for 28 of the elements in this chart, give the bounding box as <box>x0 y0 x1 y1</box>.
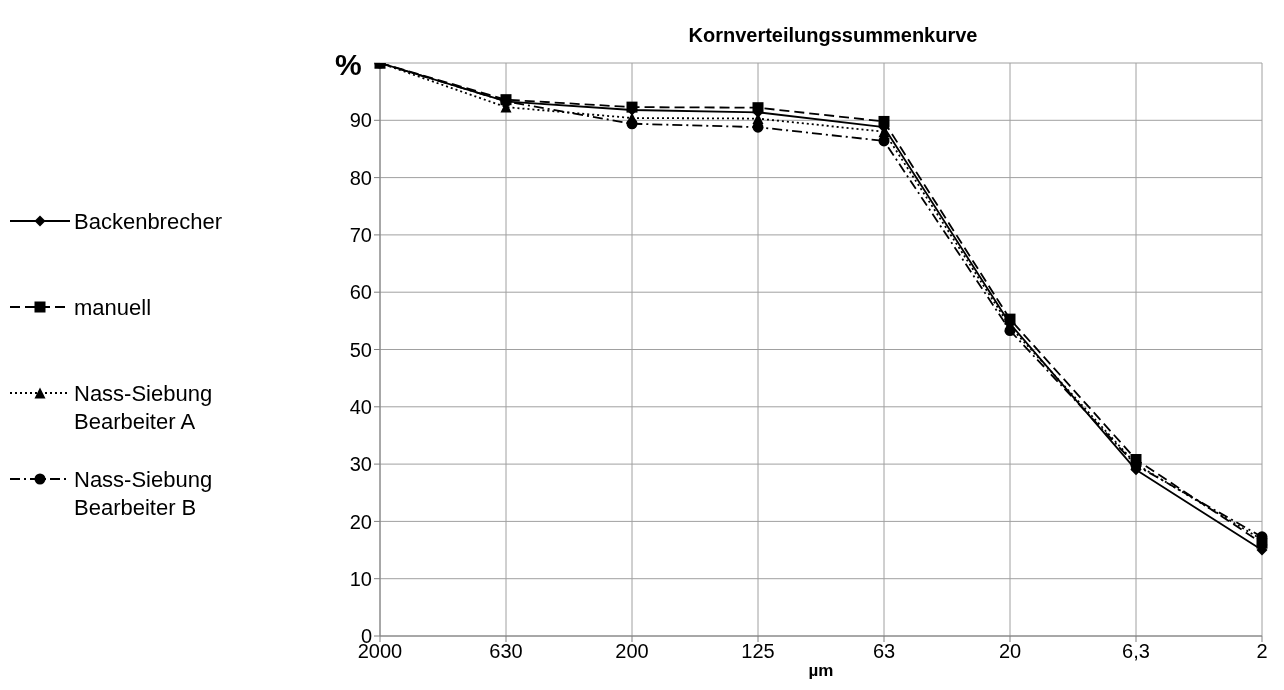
chart-title: Kornverteilungssummenkurve <box>687 24 979 47</box>
legend-label: Backenbrecher <box>74 208 223 236</box>
x-tick-label: 2 <box>1256 640 1268 663</box>
x-tick-label: 63 <box>872 640 896 663</box>
point <box>626 118 638 130</box>
y-tick-label: 40 <box>349 395 372 418</box>
point <box>1004 325 1016 337</box>
x-tick-label: 125 <box>741 640 775 663</box>
point <box>752 102 764 114</box>
y-tick-label: 50 <box>349 338 372 361</box>
x-tick-label: 20 <box>998 640 1022 663</box>
legend-label: manuell <box>74 294 153 322</box>
y-tick-label: 70 <box>349 224 372 246</box>
x-tick-label: 200 <box>615 640 649 663</box>
y-tick-label: 30 <box>349 453 372 476</box>
legend-label: Nass-Siebung Bearbeiter A <box>74 380 214 436</box>
x-tick-label: 630 <box>489 640 523 663</box>
point <box>1004 313 1016 325</box>
y-axis-title: % <box>335 48 362 82</box>
y-tick-label: 80 <box>349 166 372 189</box>
legend-label: Nass-Siebung Bearbeiter B <box>74 466 214 522</box>
y-tick-label: 20 <box>349 510 372 533</box>
x-axis-title: µm <box>808 661 834 680</box>
x-tick-label: 6,3 <box>1122 640 1150 663</box>
y-tick-label: 60 <box>349 281 372 304</box>
y-tick-label: 90 <box>349 109 372 132</box>
y-tick-label: 10 <box>349 567 372 590</box>
point <box>878 115 890 127</box>
